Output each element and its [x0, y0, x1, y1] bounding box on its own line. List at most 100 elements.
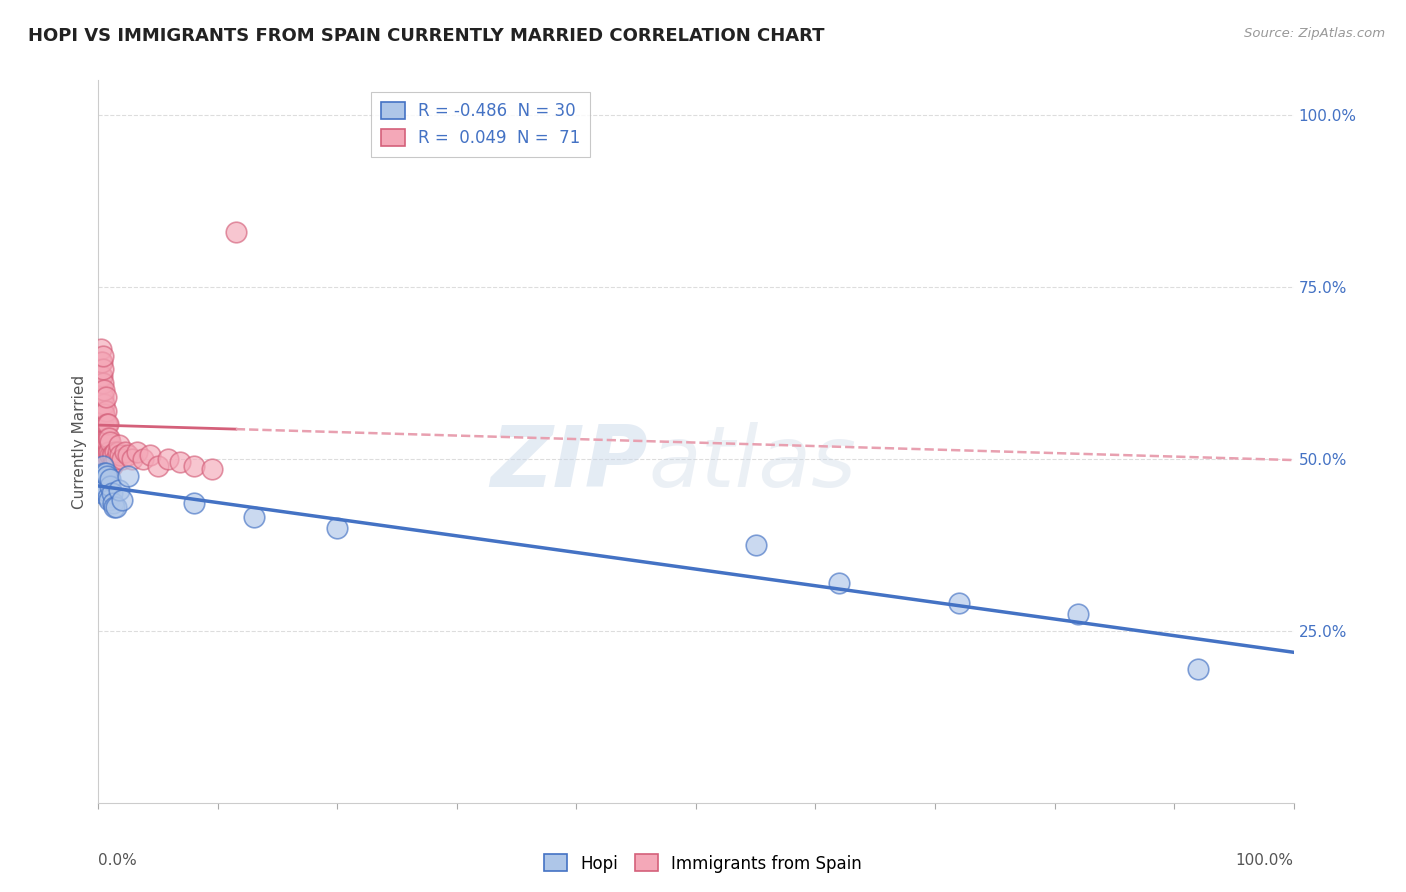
Point [89, 424, 111, 438]
Legend: R = -0.486  N = 30, R =  0.049  N =  71: R = -0.486 N = 30, R = 0.049 N = 71 [371, 92, 591, 157]
Point [125, 445, 148, 459]
Point [169, 455, 191, 469]
Point [111, 493, 134, 508]
Point [98, 448, 122, 462]
Text: HOPI VS IMMIGRANTS FROM SPAIN CURRENTLY MARRIED CORRELATION CHART: HOPI VS IMMIGRANTS FROM SPAIN CURRENTLY … [28, 27, 825, 45]
Point [103, 455, 125, 469]
Point [117, 448, 139, 462]
Point [97, 445, 120, 459]
Point [201, 462, 224, 476]
Point [108, 448, 131, 462]
Point [98, 434, 122, 449]
Point [111, 451, 134, 466]
Point [97, 490, 120, 504]
Point [91, 390, 114, 404]
Point [828, 575, 851, 590]
Point [91, 458, 114, 473]
Point [96, 434, 118, 449]
Point [948, 596, 970, 610]
Text: 100.0%: 100.0% [1236, 854, 1294, 869]
Point [100, 448, 122, 462]
Point [93, 483, 115, 497]
Point [100, 458, 122, 473]
Point [91, 383, 114, 397]
Point [183, 458, 205, 473]
Point [107, 445, 129, 459]
Point [89, 483, 111, 497]
Text: Source: ZipAtlas.com: Source: ZipAtlas.com [1244, 27, 1385, 40]
Point [103, 500, 125, 514]
Point [1067, 607, 1090, 621]
Point [91, 472, 114, 486]
Point [93, 466, 115, 480]
Text: atlas: atlas [648, 422, 856, 505]
Point [91, 486, 114, 500]
Point [105, 451, 128, 466]
Point [97, 431, 120, 445]
Point [93, 424, 115, 438]
Text: 0.0%: 0.0% [98, 854, 138, 869]
Point [96, 417, 118, 432]
Point [94, 431, 117, 445]
Point [90, 403, 112, 417]
Point [96, 448, 118, 462]
Point [101, 448, 124, 462]
Point [96, 445, 118, 459]
Point [94, 403, 117, 417]
Point [96, 431, 118, 445]
Point [121, 451, 143, 466]
Point [93, 410, 115, 425]
Point [90, 469, 112, 483]
Point [148, 458, 170, 473]
Point [91, 424, 114, 438]
Point [91, 410, 114, 425]
Point [91, 397, 114, 411]
Point [156, 451, 179, 466]
Point [93, 448, 115, 462]
Point [98, 472, 122, 486]
Point [91, 424, 114, 438]
Point [97, 417, 120, 432]
Point [94, 445, 117, 459]
Point [90, 417, 112, 432]
Point [107, 483, 129, 497]
Point [326, 520, 349, 534]
Point [98, 479, 122, 493]
Point [93, 397, 115, 411]
Point [90, 383, 112, 397]
Point [139, 448, 162, 462]
Point [101, 496, 124, 510]
Point [94, 466, 117, 480]
Point [90, 355, 112, 369]
Point [100, 486, 122, 500]
Point [89, 376, 111, 390]
Point [98, 445, 121, 459]
Point [114, 445, 136, 459]
Point [91, 362, 114, 376]
Point [93, 421, 115, 435]
Point [243, 510, 266, 524]
Point [105, 500, 128, 514]
Point [107, 438, 129, 452]
Point [91, 369, 114, 384]
Point [91, 479, 114, 493]
Point [1187, 662, 1209, 676]
Point [91, 355, 114, 369]
Point [90, 475, 112, 490]
Point [93, 438, 115, 452]
Y-axis label: Currently Married: Currently Married [72, 375, 87, 508]
Point [98, 493, 121, 508]
Point [91, 376, 114, 390]
Point [91, 349, 114, 363]
Point [93, 434, 115, 449]
Point [91, 403, 114, 417]
Point [90, 342, 112, 356]
Point [104, 445, 127, 459]
Point [98, 431, 121, 445]
Point [131, 451, 153, 466]
Point [183, 496, 205, 510]
Point [90, 369, 112, 384]
Point [93, 383, 115, 397]
Point [117, 469, 139, 483]
Legend: Hopi, Immigrants from Spain: Hopi, Immigrants from Spain [537, 847, 869, 880]
